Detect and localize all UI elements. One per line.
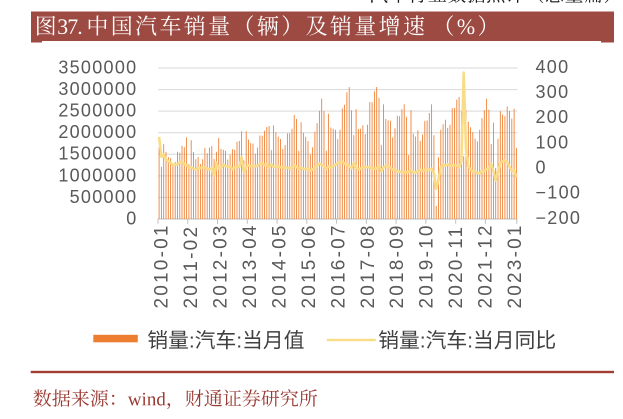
- svg-text:2017-08: 2017-08: [358, 223, 379, 308]
- svg-text:2013-04: 2013-04: [240, 223, 261, 308]
- svg-text:100: 100: [536, 132, 570, 152]
- svg-text:1000000: 1000000: [58, 165, 137, 185]
- svg-text:3500000: 3500000: [58, 57, 137, 77]
- svg-text:0: 0: [536, 158, 547, 178]
- svg-text:2023-01: 2023-01: [505, 223, 526, 308]
- svg-text:300: 300: [536, 82, 570, 102]
- svg-text:0: 0: [126, 208, 137, 228]
- svg-text:200: 200: [536, 107, 570, 127]
- svg-text:2500000: 2500000: [58, 101, 137, 121]
- svg-text:500000: 500000: [70, 187, 138, 207]
- svg-text:2000000: 2000000: [58, 122, 137, 142]
- svg-text:2020-11: 2020-11: [446, 225, 467, 309]
- svg-text:2019-10: 2019-10: [417, 223, 438, 308]
- svg-text:−100: −100: [536, 183, 582, 203]
- svg-text:−200: −200: [536, 208, 582, 228]
- svg-text:2015-06: 2015-06: [299, 223, 320, 308]
- svg-text:2010-01: 2010-01: [152, 223, 173, 308]
- svg-text:2016-07: 2016-07: [328, 223, 349, 308]
- svg-text:2018-09: 2018-09: [387, 223, 408, 308]
- svg-text:1500000: 1500000: [58, 144, 137, 164]
- svg-text:3000000: 3000000: [58, 79, 137, 99]
- svg-text:2012-03: 2012-03: [211, 223, 232, 308]
- svg-text:2011-02: 2011-02: [181, 225, 202, 309]
- svg-text:2014-05: 2014-05: [269, 223, 290, 308]
- svg-text:2021-12: 2021-12: [476, 223, 497, 308]
- svg-text:400: 400: [536, 57, 570, 77]
